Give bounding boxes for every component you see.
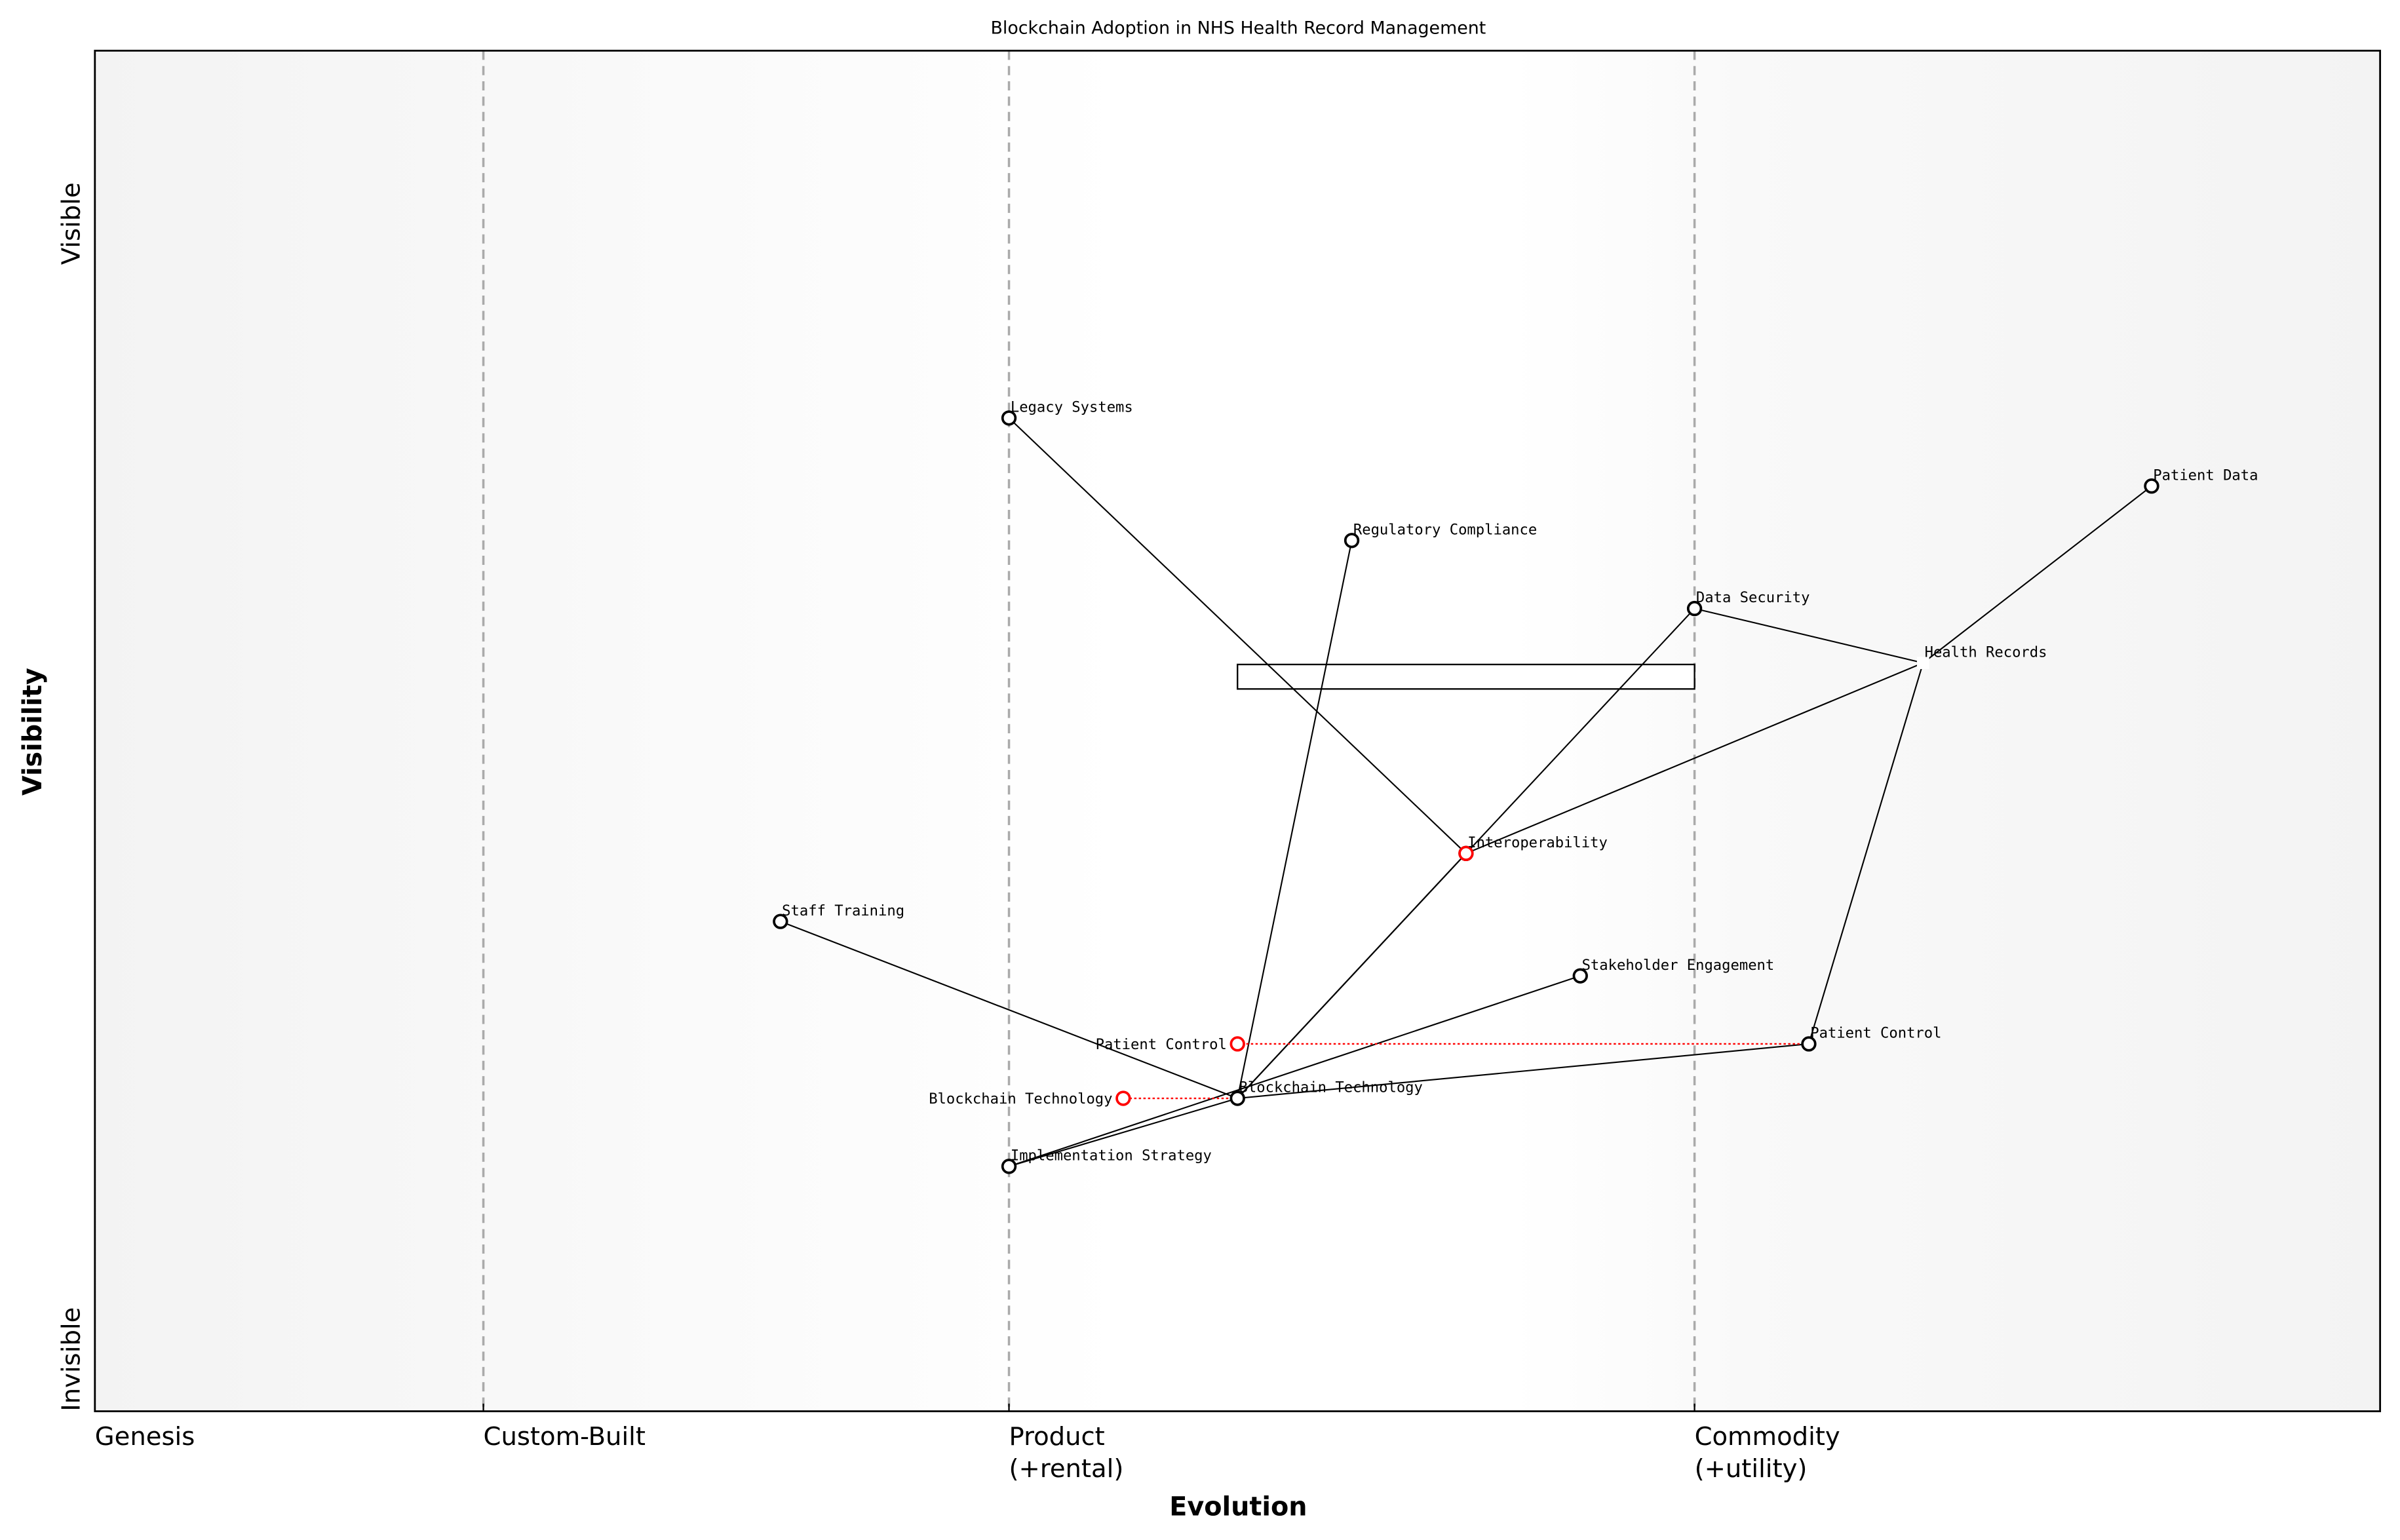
link-staff-training-to-blockchain-technology [780,921,1238,1100]
y-axis-title: Visibility [18,668,48,796]
link-health-records-to-data-security [1694,607,1924,664]
plot-frame [94,49,2382,1412]
component-node [1001,410,1017,426]
evolved-node [1115,1090,1131,1106]
evolved-label: Blockchain Technology [929,1090,1112,1107]
anchor-node [1916,657,1929,669]
component-label: Stakeholder Engagement [1582,957,1775,974]
component-node [2144,478,2159,494]
link-implementation-strategy-to-blockchain-technology [1009,1098,1238,1167]
plot-area [94,50,2380,1412]
component-node [1229,1090,1245,1106]
component-label: Patient Data [2153,467,2258,484]
component-node [1001,1159,1017,1174]
component-label: Legacy Systems [1011,399,1133,416]
component-label: Patient Control [1810,1025,1941,1042]
link-implementation-strategy-to-stakeholder-engagement [1009,975,1581,1167]
component-label: Staff Training [782,902,904,919]
chart-title: Blockchain Adoption in NHS Health Record… [990,18,1486,39]
x-tick-label: Genesis [95,1422,195,1452]
link-health-records-to-interoperability [1465,662,1924,855]
component-node [1801,1036,1817,1052]
y-label-invisible: Invisible [56,1307,86,1412]
x-axis-title: Evolution [1169,1492,1307,1522]
x-tick-label: Custom-Built [484,1422,646,1452]
component-label: Blockchain Technology [1239,1079,1423,1096]
x-tick-label: Commodity (+utility) [1695,1422,1840,1484]
evolved-node [1458,845,1474,861]
pipeline-box [1237,663,1695,690]
link-health-records-to-patient-data [1922,485,2152,664]
component-node [773,914,788,929]
component-label: Interoperability [1467,834,1608,851]
link-patient-control-to-blockchain-technology [1237,1043,1810,1100]
component-node [1344,533,1360,549]
link-regulatory-compliance-to-blockchain-technology [1237,540,1353,1099]
component-node [1686,600,1703,617]
component-label: Implementation Strategy [1011,1147,1212,1164]
evolved-label: Patient Control [1096,1036,1227,1053]
component-label: Data Security [1696,589,1810,606]
component-label: Regulatory Compliance [1353,521,1537,538]
link-legacy-systems-to-interoperability [1008,417,1467,855]
component-label: Health Records [1925,644,2047,661]
component-node [1572,968,1588,984]
y-label-visible: Visible [56,182,86,265]
link-health-records-to-patient-control [1808,663,1924,1045]
evolved-node [1229,1036,1245,1052]
x-tick-label: Product (+rental) [1009,1422,1124,1484]
